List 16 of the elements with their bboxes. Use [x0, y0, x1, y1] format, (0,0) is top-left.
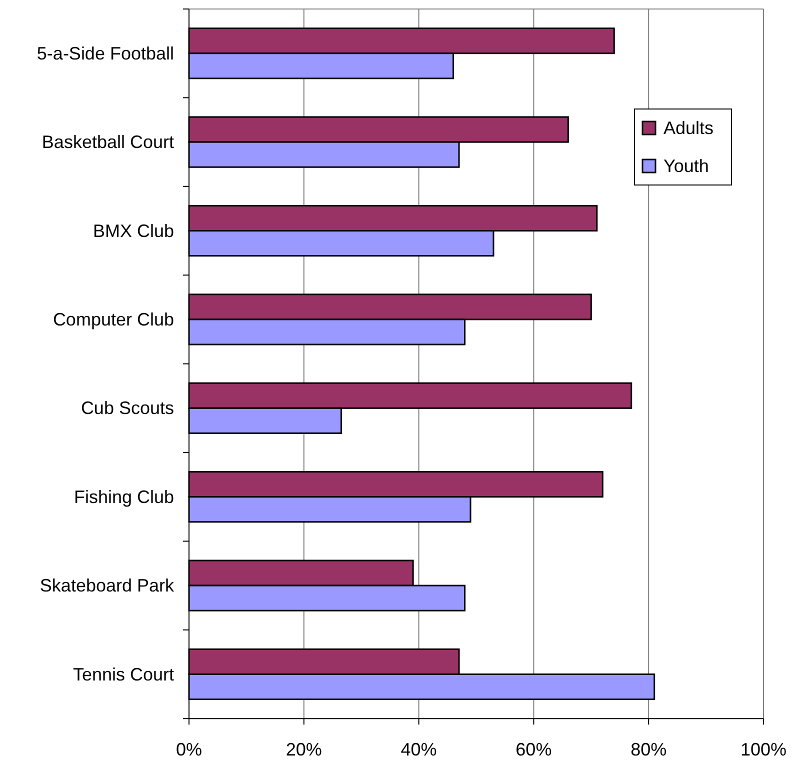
y-tick-label: 5-a-Side Football	[36, 43, 174, 64]
y-tick-label: Fishing Club	[74, 486, 174, 507]
x-tick-label: 80%	[630, 740, 667, 760]
y-tick-label: BMX Club	[92, 220, 174, 241]
y-tick-label: Basketball Court	[42, 132, 174, 152]
x-tick-label: 60%	[516, 740, 552, 760]
y-tick-label: Computer Club	[52, 309, 174, 330]
x-tick-label: 40%	[400, 740, 437, 760]
y-tick-label: Cub Scouts	[80, 398, 174, 418]
y-tick-label: Tennis Court	[72, 664, 174, 684]
x-tick-label: 20%	[286, 740, 322, 760]
legend-label: Adults	[664, 118, 714, 138]
legend-label: Youth	[664, 156, 709, 176]
x-tick-label: 0%	[176, 740, 202, 760]
y-tick-label: Skateboard Park	[40, 576, 175, 596]
x-tick-label: 100%	[740, 740, 787, 760]
